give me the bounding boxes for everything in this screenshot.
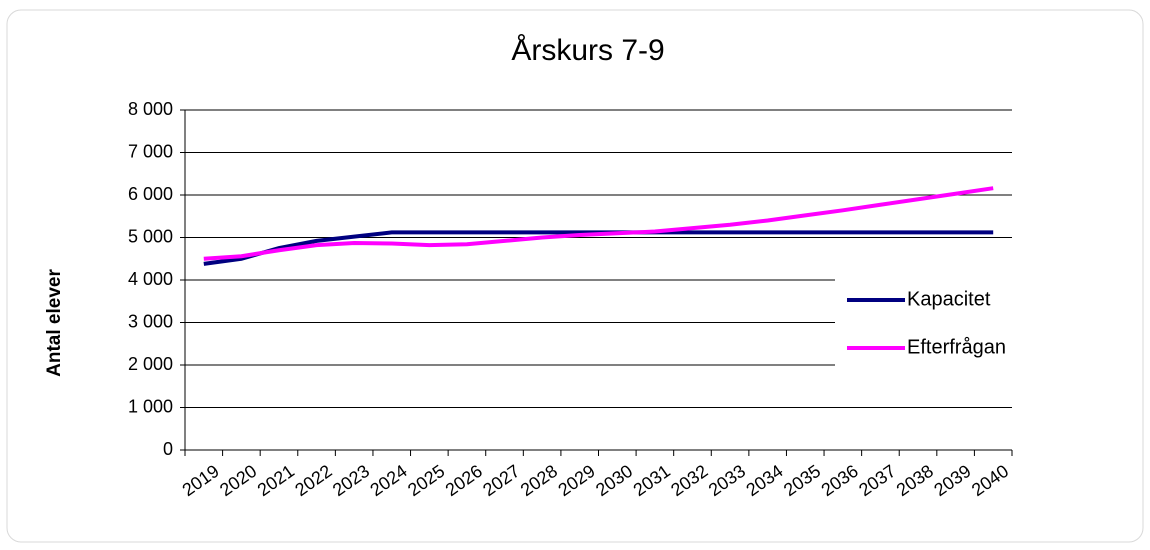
chart-title: Årskurs 7-9 [511,34,664,67]
series-line [203,186,994,261]
y-tick-label: 1 000 [128,396,173,416]
legend-label: Efterfrågan [907,336,1006,358]
legend-box [835,278,1013,370]
legend-label: Kapacitet [907,288,991,310]
y-tick-label: 0 [163,439,173,459]
y-tick-label: 5 000 [128,226,173,246]
chart-frame [6,9,1144,543]
y-tick-label: 6 000 [128,184,173,204]
y-tick-label: 3 000 [128,311,173,331]
y-axis-label: Antal elever [44,269,65,377]
y-tick-label: 4 000 [128,269,173,289]
y-tick-label: 8 000 [128,99,173,119]
y-tick-label: 2 000 [128,354,173,374]
y-tick-label: 7 000 [128,141,173,161]
